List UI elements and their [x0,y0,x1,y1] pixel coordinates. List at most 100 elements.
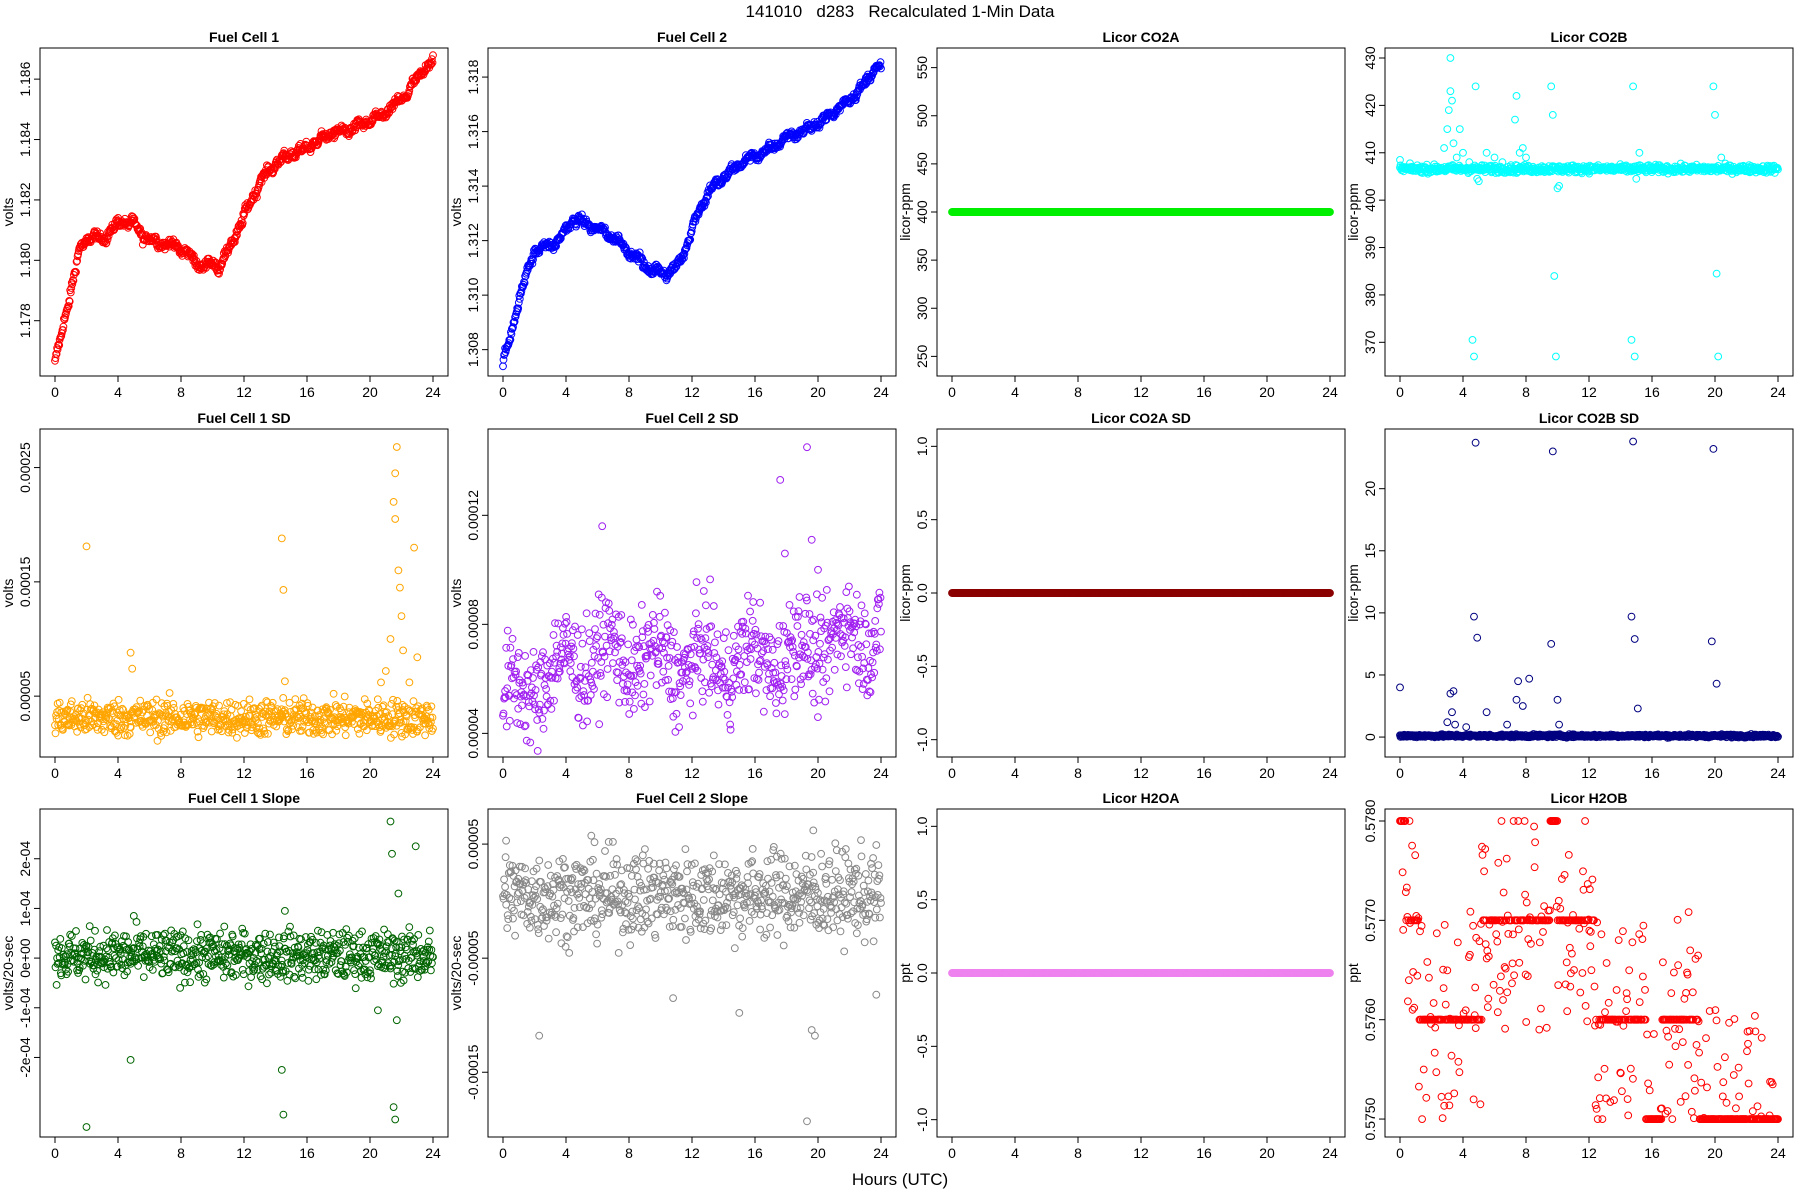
data-point [702,601,710,610]
x-tick-label: 4 [114,384,122,400]
data-point [245,695,254,704]
x-tick-label: 8 [177,765,185,781]
y-tick-label: 380 [1362,283,1378,307]
data-point [539,724,548,733]
data-point [686,699,695,708]
data-point [396,583,404,592]
data-point [640,680,649,688]
data-point [100,721,108,730]
data-point [871,617,880,625]
data-point [1440,144,1448,152]
y-tick-label: 1.308 [465,332,481,367]
y-axis-label: volts [0,198,16,227]
data-point [726,725,735,734]
y-tick-label: 450 [914,152,930,176]
data-point [591,625,599,633]
data-point [391,469,400,478]
points-co2asd [948,589,1334,597]
y-tick-label: 400 [1362,188,1378,212]
data-point [514,304,523,313]
data-point [709,602,718,610]
data-point [713,630,722,639]
points-fc1sd [51,443,437,745]
data-point [705,688,713,697]
data-point [729,631,738,640]
data-point [389,695,397,704]
data-point [785,601,794,609]
data-point [389,498,398,506]
data-point [808,689,817,698]
data-point [65,297,74,306]
x-tick-label: 24 [1322,384,1338,400]
data-point [279,694,288,702]
data-point [645,697,654,706]
data-point [777,672,786,680]
data-point [51,729,60,738]
x-tick-label: 24 [873,765,889,781]
data-point [69,276,78,285]
data-point [852,590,861,599]
data-point [341,731,350,740]
data-point [427,60,436,69]
data-point [661,608,669,617]
data-point [875,600,883,608]
data-point [67,284,76,292]
data-point [281,677,289,686]
data-point [1548,111,1557,119]
data-point [711,638,719,647]
data-point [126,648,135,657]
data-point [1468,336,1477,344]
data-point [233,231,241,240]
x-tick-label: 24 [425,384,441,400]
data-point [814,713,822,721]
data-point [699,587,708,595]
data-point [587,658,596,667]
data-point [818,593,826,602]
data-point [528,259,537,268]
data-point [429,51,437,60]
data-point [700,202,709,211]
x-tick-label: 12 [1133,765,1149,781]
y-tick-label: 420 [1362,93,1378,117]
data-point [1482,148,1491,157]
data-point [591,609,600,618]
data-point [744,591,752,600]
data-point [55,698,64,707]
data-point [103,235,112,244]
data-point [1470,352,1478,361]
data-point [515,295,524,303]
x-tick-label: 24 [425,765,441,781]
data-point [215,269,223,278]
data-point [1630,352,1639,361]
data-point [680,254,688,262]
data-point [188,250,197,258]
x-tick-label: 8 [1074,765,1082,781]
data-point [791,685,800,694]
x-tick-label: 8 [625,765,633,781]
y-tick-label: 1.312 [465,223,481,258]
y-tick-label: 1.186 [17,61,33,96]
y-tick-label: 430 [1362,46,1378,70]
x-tick-label: 16 [299,384,315,400]
data-point [152,232,160,241]
data-point [521,652,529,660]
y-tick-label: 550 [914,56,930,80]
panel-title: Fuel Cell 2 SD [645,410,738,426]
y-tick-label: 1.318 [465,59,481,94]
data-point [579,721,587,730]
points-fc2sd [499,443,885,755]
y-axis-label: volts [448,579,464,608]
x-tick-label: 16 [1644,384,1660,400]
data-point [562,618,571,626]
data-point [824,655,832,664]
data-point [781,661,790,670]
x-tick-label: 0 [1396,384,1404,400]
x-tick-label: 12 [1581,384,1597,400]
y-tick-label: 410 [1362,141,1378,165]
x-tick-label: 8 [625,384,633,400]
data-point [506,643,515,652]
data-point [279,586,288,594]
x-tick-label: 4 [562,765,570,781]
y-tick-label: 0.00015 [17,556,33,607]
